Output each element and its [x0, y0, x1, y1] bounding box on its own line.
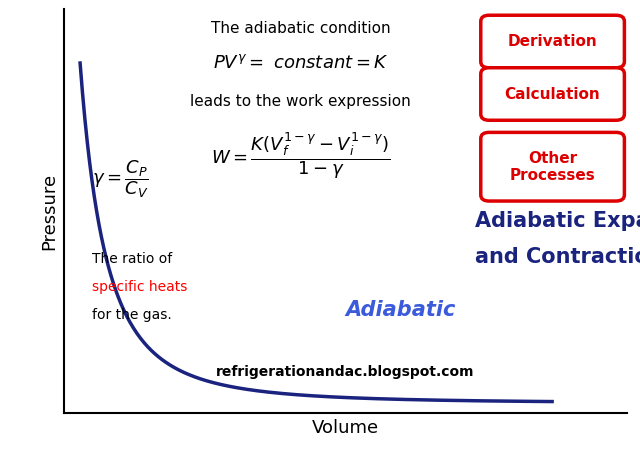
Text: The adiabatic condition: The adiabatic condition	[211, 21, 390, 36]
Text: $W = \dfrac{K(V_f^{1-\gamma} - V_i^{1-\gamma})}{1 - \gamma}$: $W = \dfrac{K(V_f^{1-\gamma} - V_i^{1-\g…	[211, 130, 390, 181]
FancyBboxPatch shape	[481, 132, 625, 201]
FancyBboxPatch shape	[481, 68, 625, 120]
Text: Other
Processes: Other Processes	[509, 151, 595, 183]
X-axis label: Volume: Volume	[312, 419, 379, 437]
Text: Adiabatic: Adiabatic	[346, 300, 456, 320]
Text: $\gamma = \dfrac{C_P}{C_V}$: $\gamma = \dfrac{C_P}{C_V}$	[92, 159, 149, 200]
Text: and Contraction: and Contraction	[475, 247, 640, 268]
Text: Calculation: Calculation	[505, 86, 600, 101]
Text: Adiabatic Expansion: Adiabatic Expansion	[475, 211, 640, 231]
Text: leads to the work expression: leads to the work expression	[190, 94, 411, 109]
Text: for the gas.: for the gas.	[92, 308, 172, 322]
FancyBboxPatch shape	[481, 15, 625, 68]
Text: $PV^{\gamma} =\ \mathit{constant} = K$: $PV^{\gamma} =\ \mathit{constant} = K$	[212, 54, 388, 72]
Text: refrigerationandac.blogspot.com: refrigerationandac.blogspot.com	[216, 364, 475, 379]
Text: Derivation: Derivation	[508, 34, 598, 49]
Y-axis label: Pressure: Pressure	[40, 173, 58, 250]
Text: The ratio of: The ratio of	[92, 252, 172, 266]
Text: specific heats: specific heats	[92, 280, 188, 294]
